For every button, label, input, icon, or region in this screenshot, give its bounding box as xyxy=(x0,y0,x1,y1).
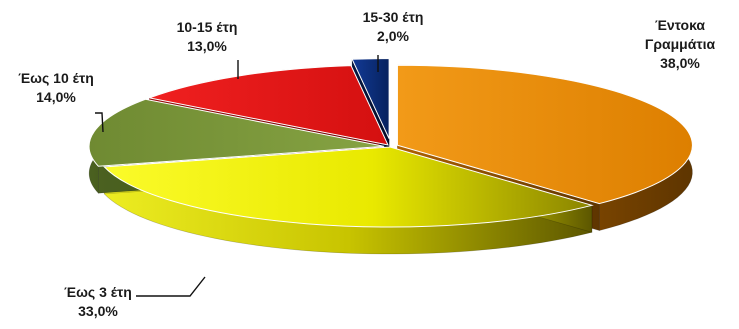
pie-slice-15-30-eti xyxy=(351,58,390,139)
slice-value-10-15-eti: 13,0% xyxy=(187,38,227,54)
slice-label-eos-3-eti: Έως 3 έτη 33,0% xyxy=(64,284,132,319)
slice-value-entoka-grammatia: 38,0% xyxy=(660,55,700,71)
pie-slice-eos-10-eti xyxy=(88,98,385,167)
slice-value-eos-10-eti: 14,0% xyxy=(36,89,76,105)
slice-name-15-30-eti: 15-30 έτη xyxy=(363,9,424,25)
slice-value-eos-3-eti: 33,0% xyxy=(78,303,118,319)
slice-label-entoka-grammatia: Έντοκα Γραμμάτια 38,0% xyxy=(645,17,716,71)
slice-label-10-15-eti: 10-15 έτη 13,0% xyxy=(177,19,238,54)
pie-slice-eos-3-eti xyxy=(103,146,594,228)
leader-line-eos-3-eti xyxy=(136,276,206,297)
slice-label-eos-10-eti: Έως 10 έτη 14,0% xyxy=(18,70,94,105)
slice-name-eos-10-eti: Έως 10 έτη xyxy=(18,70,94,86)
slice-name-entoka-grammatia: Γραμμάτια xyxy=(645,36,716,52)
slice-value-15-30-eti: 2,0% xyxy=(377,28,409,44)
slice-name-entoka-grammatia: Έντοκα xyxy=(655,17,705,33)
slice-label-15-30-eti: 15-30 έτη 2,0% xyxy=(363,9,424,44)
pie-slice-entoka-grammatia xyxy=(396,64,693,205)
leader-line-eos-10-eti xyxy=(95,112,104,133)
slice-name-10-15-eti: 10-15 έτη xyxy=(177,19,238,35)
slice-name-eos-3-eti: Έως 3 έτη xyxy=(64,284,132,300)
